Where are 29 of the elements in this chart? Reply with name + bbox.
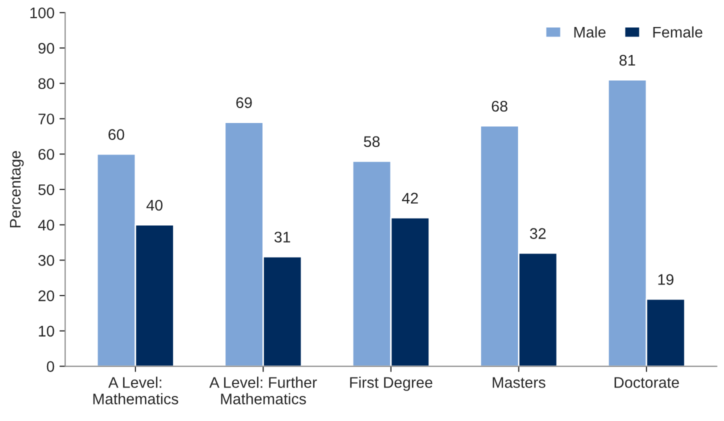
data-label: 19 xyxy=(658,274,674,285)
y-tick-label: 80 xyxy=(38,78,54,90)
y-tick-label: 10 xyxy=(38,326,54,337)
data-label: 58 xyxy=(364,136,380,148)
x-tick-label: Doctorate xyxy=(614,377,679,388)
x-tick-label: Masters xyxy=(492,377,546,388)
data-label: 40 xyxy=(146,200,162,211)
data-label: 68 xyxy=(492,100,508,112)
y-tick-label: 70 xyxy=(38,114,54,124)
data-label: 81 xyxy=(619,54,636,66)
y-tick-label: 0 xyxy=(46,361,54,372)
y-tick-label: 30 xyxy=(38,255,54,266)
legend-label: Female xyxy=(653,26,702,38)
y-tick-label: 40 xyxy=(38,220,54,230)
data-label: 60 xyxy=(108,129,124,140)
y-axis-title: Percentage xyxy=(10,151,24,228)
x-tick-label: A Level: Mathematics xyxy=(93,376,178,404)
legend-label: Male xyxy=(574,26,606,38)
y-tick-label: 50 xyxy=(38,184,54,196)
y-tick-label: 100 xyxy=(30,8,54,18)
data-label: 42 xyxy=(402,192,418,204)
y-tick-label: 20 xyxy=(38,290,54,302)
y-tick-label: 90 xyxy=(38,42,54,54)
y-tick-label: 60 xyxy=(38,148,54,160)
x-tick-label: First Degree xyxy=(350,376,432,391)
x-tick-label: A Level: Further Mathematics xyxy=(209,376,317,404)
data-label: 31 xyxy=(274,232,290,243)
data-label: 32 xyxy=(530,228,546,239)
data-label: 69 xyxy=(236,97,252,108)
